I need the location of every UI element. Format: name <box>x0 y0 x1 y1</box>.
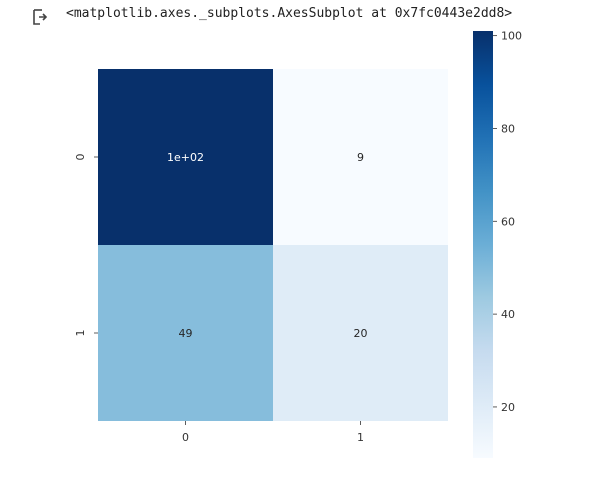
heatmap-annotation: 49 <box>179 327 193 340</box>
heatmap-cell <box>273 245 448 421</box>
colorbar-tick-label: 40 <box>501 308 515 321</box>
colorbar-tick-label: 60 <box>501 215 515 228</box>
x-tick-label: 1 <box>357 431 364 444</box>
heatmap-cell <box>98 245 273 421</box>
cell-output-text: <matplotlib.axes._subplots.AxesSubplot a… <box>66 6 513 21</box>
colorbar-tick-label: 100 <box>501 30 522 43</box>
colorbar <box>473 31 493 458</box>
heatmap-annotation: 9 <box>357 151 364 164</box>
y-axis-ticks: 01 <box>74 154 98 337</box>
heatmap-cells <box>98 69 448 421</box>
heatmap-annotation: 20 <box>354 327 368 340</box>
heatmap-cell <box>273 69 448 245</box>
output-arrow-icon <box>33 9 48 25</box>
heatmap-annotation: 1e+02 <box>167 151 204 164</box>
colorbar-tick-label: 20 <box>501 401 515 414</box>
y-tick-label: 1 <box>74 330 87 337</box>
x-tick-label: 0 <box>182 431 189 444</box>
colorbar-ticks: 20 40 60 80 100 <box>493 30 522 414</box>
heatmap-cell <box>98 69 273 245</box>
y-tick-label: 0 <box>74 154 87 161</box>
heatmap-annotations: 1e+02 9 49 20 <box>167 151 367 340</box>
colorbar-tick-label: 80 <box>501 122 515 135</box>
